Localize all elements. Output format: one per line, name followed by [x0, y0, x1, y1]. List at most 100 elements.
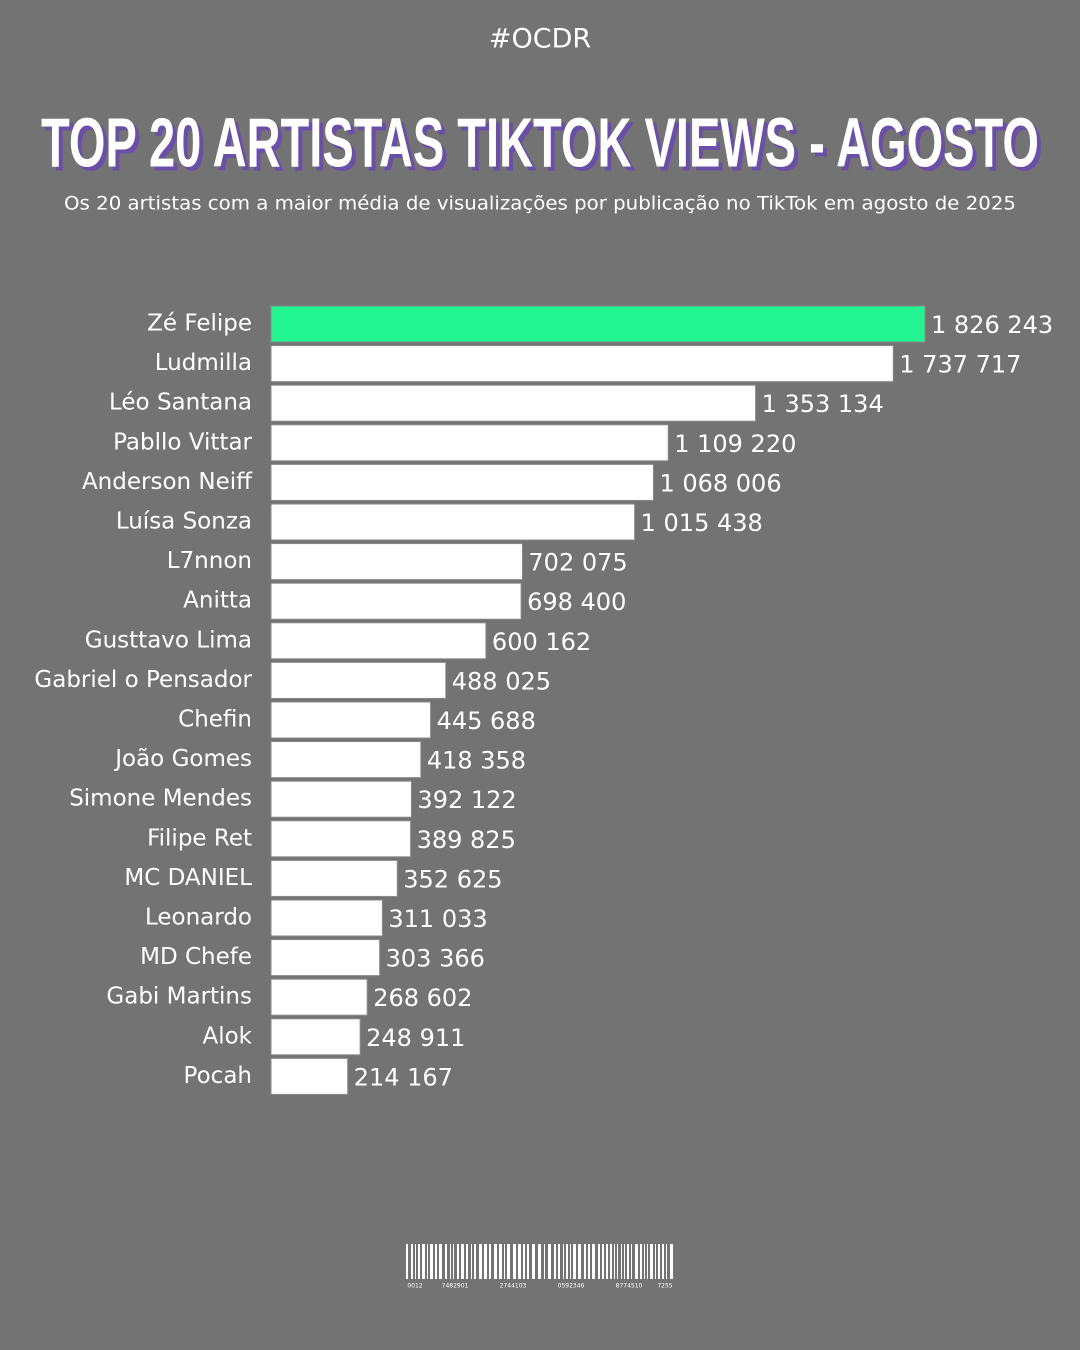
barcode-bar: [544, 1244, 545, 1279]
barcode-bar: [523, 1244, 525, 1279]
category-label: Filipe Ret: [147, 825, 252, 851]
barcode-bar: [474, 1244, 476, 1279]
barcode: 0012 7482901 2744103 0592346 8774510 7255: [406, 1244, 673, 1290]
value-label: 268 602: [373, 984, 472, 1012]
barcode-bar: [466, 1244, 468, 1279]
value-label: 248 911: [366, 1024, 465, 1052]
bar: [270, 859, 398, 897]
category-label: Pabllo Vittar: [113, 429, 252, 455]
barcode-bar: [662, 1244, 664, 1279]
barcode-bar: [457, 1244, 459, 1279]
value-label: 1 353 134: [762, 390, 884, 418]
barcode-bar: [592, 1244, 595, 1279]
barcode-bar: [484, 1244, 487, 1279]
category-label: Chefin: [178, 707, 252, 733]
barcode-bar: [647, 1244, 648, 1279]
value-label: 311 033: [388, 905, 487, 933]
barcode-bar: [445, 1244, 447, 1279]
value-label: 1 015 438: [641, 509, 763, 537]
barcode-bar: [614, 1244, 615, 1279]
value-label: 214 167: [354, 1063, 453, 1091]
barcode-bar: [566, 1244, 568, 1279]
barcode-bar: [640, 1244, 642, 1279]
barcode-bar: [578, 1244, 581, 1279]
title-shadow: TOP 20 ARTISTAS TIKTOK VIEWS - AGOSTO: [45, 107, 1043, 185]
bar: [270, 1057, 349, 1095]
barcode-bar: [558, 1244, 560, 1279]
barcode-bar: [624, 1244, 625, 1279]
bar: [270, 463, 654, 501]
category-label: L7nnon: [167, 548, 252, 574]
bar: [270, 978, 368, 1016]
category-label: Anderson Neiff: [82, 469, 253, 495]
barcode-bar: [450, 1244, 451, 1279]
value-label: 698 400: [527, 588, 626, 616]
barcode-bar: [598, 1244, 600, 1279]
barcode-bar: [430, 1244, 433, 1279]
bar: [270, 582, 522, 620]
value-label: 488 025: [452, 667, 551, 695]
barcode-bar: [588, 1244, 590, 1279]
bar: [270, 503, 636, 541]
barcode-bar: [563, 1244, 564, 1279]
barcode-bar: [461, 1244, 464, 1279]
category-label: MD Chefe: [140, 944, 252, 970]
bar: [270, 820, 412, 858]
barcode-bar: [573, 1244, 576, 1279]
bar: [270, 899, 383, 937]
category-label: Luísa Sonza: [116, 509, 252, 535]
value-label: 1 737 717: [899, 351, 1021, 379]
barcode-bar: [453, 1244, 454, 1279]
category-label: João Gomes: [113, 746, 252, 772]
barcode-bar: [635, 1244, 638, 1279]
category-label: Anitta: [183, 588, 252, 614]
barcode-bar: [471, 1244, 472, 1279]
category-label: MC DANIEL: [124, 865, 252, 891]
chart-title: TOP 20 ARTISTAS TIKTOK VIEWS - AGOSTO: [41, 103, 1039, 181]
barcode-bar: [650, 1244, 653, 1279]
barcode-bar: [610, 1244, 612, 1279]
barcode-bar: [494, 1244, 497, 1279]
category-label: Gusttavo Lima: [85, 627, 252, 653]
barcode-bar: [439, 1244, 442, 1279]
bar: [270, 780, 412, 818]
bar: [270, 384, 757, 422]
bar: [270, 741, 422, 779]
barcode-bar: [415, 1244, 416, 1279]
barcode-bar: [527, 1244, 529, 1279]
value-label: 418 358: [427, 747, 526, 775]
barcode-bar: [631, 1244, 632, 1279]
category-label: Alok: [202, 1023, 252, 1049]
bar: [270, 622, 487, 660]
barcode-bar: [507, 1244, 510, 1279]
bar: [270, 345, 894, 383]
category-label: Léo Santana: [109, 390, 252, 416]
barcode-bar: [606, 1244, 608, 1279]
barcode-bar: [499, 1244, 502, 1279]
barcode-bar: [489, 1244, 491, 1279]
barcode-number: 7255: [657, 1283, 672, 1290]
barcode-bar: [411, 1244, 413, 1279]
value-label: 1 109 220: [674, 430, 796, 458]
barcode-bar: [658, 1244, 660, 1279]
category-label: Ludmilla: [155, 350, 252, 376]
barcode-bar: [538, 1244, 541, 1279]
barcode-bar: [554, 1244, 556, 1279]
barcode-bar: [670, 1244, 673, 1279]
barcode-number: 2744103: [500, 1283, 527, 1290]
barcode-bar: [427, 1244, 428, 1279]
value-label: 352 625: [403, 865, 502, 893]
barcode-bar: [627, 1244, 629, 1279]
barcode-bar: [548, 1244, 551, 1279]
barcode-bar: [513, 1244, 516, 1279]
barcode-bar: [584, 1244, 586, 1279]
value-label: 389 825: [417, 826, 516, 854]
barcode-bar: [518, 1244, 521, 1279]
barcode-number: 0012: [407, 1283, 422, 1290]
bar: [270, 661, 447, 699]
barcode-bar: [422, 1244, 425, 1279]
barcode-bar: [570, 1244, 571, 1279]
value-label: 702 075: [528, 549, 627, 577]
